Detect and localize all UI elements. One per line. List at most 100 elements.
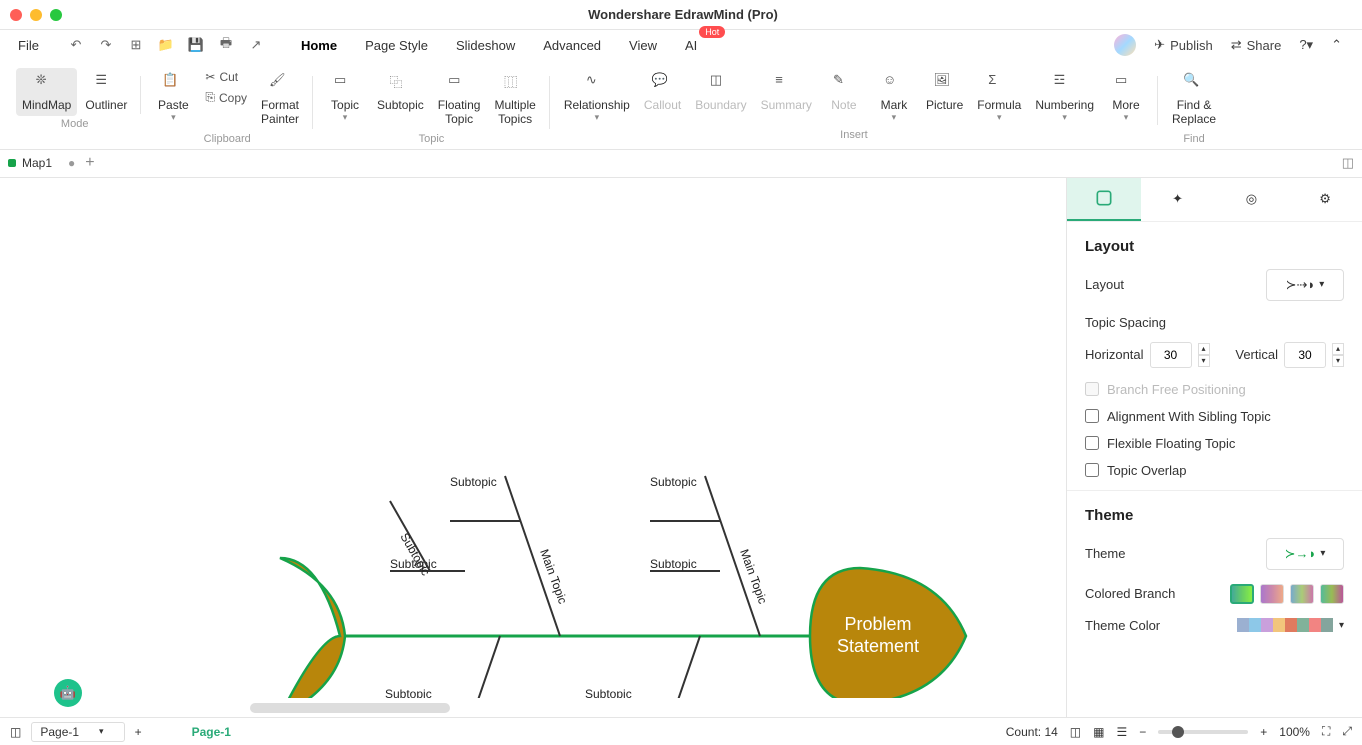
mode-group-label: Mode [61,116,89,134]
theme-heading: Theme [1085,507,1344,524]
side-tab-map[interactable]: ◎ [1215,178,1289,221]
document-tab[interactable]: Map1 ● [8,156,75,170]
outliner-mode-button[interactable]: ☰Outliner [79,68,133,116]
tab-slideshow[interactable]: Slideshow [452,34,519,57]
multiple-topics-button[interactable]: ⿲Multiple Topics [488,68,541,131]
zoom-slider[interactable] [1158,730,1248,734]
pages-icon[interactable]: ◫ [10,725,21,739]
view2-icon[interactable]: ▦ [1093,725,1104,739]
max-dot[interactable] [50,9,62,21]
page-select[interactable]: Page-1 ▾ [31,722,124,742]
tab-ai[interactable]: AIHot [681,34,701,57]
topic-spacing-label: Topic Spacing [1085,315,1344,330]
open-icon[interactable]: 📁 [157,36,175,54]
svg-text:Problem: Problem [844,614,911,634]
paste-button[interactable]: 📋Paste▾ [149,68,197,127]
count-label: Count: 14 [1006,725,1058,739]
doc-icon [8,159,16,167]
add-tab-button[interactable]: + [85,154,94,172]
mark-button[interactable]: ☺Mark▾ [870,68,918,127]
cut-button[interactable]: ✂ Cut [199,68,253,86]
relationship-button[interactable]: ∿Relationship▾ [558,68,636,127]
h-dn[interactable]: ▾ [1198,355,1210,367]
colored-branch-label: Colored Branch [1085,586,1175,601]
share-button[interactable]: ⇄Share [1231,37,1282,53]
numbering-button[interactable]: ☲Numbering▾ [1029,68,1100,127]
svg-text:Subtopic: Subtopic [450,475,497,489]
find-replace-button[interactable]: 🔍Find & Replace [1166,68,1222,131]
boundary-button[interactable]: ◫Boundary [689,68,752,116]
tab-page-style[interactable]: Page Style [361,34,432,57]
tab-view[interactable]: View [625,34,661,57]
svg-text:Statement: Statement [837,636,919,656]
svg-text:Main Topic: Main Topic [737,547,770,605]
undo-icon[interactable]: ↶ [67,36,85,54]
picture-button[interactable]: 🖼Picture [920,68,969,116]
layout-heading: Layout [1085,238,1344,255]
find-group-label: Find [1183,131,1204,149]
mindmap-mode-button[interactable]: ❊MindMap [16,68,77,116]
min-dot[interactable] [30,9,42,21]
horizontal-spacing-input[interactable] [1150,342,1192,368]
side-tab-settings[interactable]: ⚙ [1288,178,1362,221]
theme-color-palette[interactable] [1237,618,1333,632]
print-icon[interactable]: 🖶 [217,36,235,54]
layout-label: Layout [1085,277,1124,292]
topic-group-label: Topic [419,131,445,149]
theme-color-label: Theme Color [1085,618,1160,633]
fullscreen-icon[interactable]: ⤢ [1342,724,1352,739]
window-traffic-lights[interactable] [10,9,62,21]
close-dot[interactable] [10,9,22,21]
collapse-ribbon[interactable]: ⌃ [1331,37,1342,53]
file-menu[interactable]: File [10,38,47,53]
tab-advanced[interactable]: Advanced [539,34,605,57]
topic-overlap-check[interactable]: Topic Overlap [1085,463,1344,478]
export-icon[interactable]: ↗ [247,36,265,54]
hot-badge: Hot [699,26,725,38]
callout-button[interactable]: 💬Callout [638,68,687,116]
view3-icon[interactable]: ☰ [1116,725,1127,739]
formula-button[interactable]: ΣFormula▾ [971,68,1027,127]
redo-icon[interactable]: ↷ [97,36,115,54]
canvas-area[interactable]: Problem Statement Main Topic Subtopic Subt… [0,178,1066,717]
v-up[interactable]: ▴ [1332,343,1344,355]
publish-button[interactable]: ✈Publish [1154,37,1213,53]
svg-text:Subtopic: Subtopic [585,687,632,698]
layout-select[interactable]: ≻⇢◗▾ [1266,269,1344,301]
flexible-floating-check[interactable]: Flexible Floating Topic [1085,436,1344,451]
format-painter-button[interactable]: 🖌Format Painter [255,68,305,131]
subtopic-button[interactable]: ⿻Subtopic [371,68,430,116]
side-tab-style[interactable]: ✦ [1141,178,1215,221]
view1-icon[interactable]: ◫ [1070,725,1081,739]
h-up[interactable]: ▴ [1198,343,1210,355]
more-button[interactable]: ▭More▾ [1102,68,1150,127]
vertical-spacing-input[interactable] [1284,342,1326,368]
zoom-in-button[interactable]: + [1260,725,1267,739]
fit-icon[interactable]: ⛶ [1322,724,1330,739]
colored-branch-swatches[interactable] [1230,584,1344,604]
help-button[interactable]: ?▾ [1299,37,1313,53]
v-dn[interactable]: ▾ [1332,355,1344,367]
page-tab[interactable]: Page-1 [192,725,231,739]
new-icon[interactable]: ⊞ [127,36,145,54]
tab-home[interactable]: Home [297,34,341,57]
assistant-fab[interactable]: 🤖 [54,679,82,707]
summary-button[interactable]: ≡Summary [755,68,818,116]
copy-button[interactable]: ⎘ Copy [199,88,253,107]
theme-select[interactable]: ≻→◗▾ [1266,538,1344,570]
avatar[interactable] [1114,34,1136,56]
add-page-button[interactable]: + [135,725,142,739]
side-tab-layout[interactable] [1067,178,1141,221]
horizontal-scrollbar[interactable] [250,703,450,713]
save-icon[interactable]: 💾 [187,36,205,54]
zoom-out-button[interactable]: − [1139,725,1146,739]
note-button[interactable]: ✎Note [820,68,868,116]
svg-text:Subtopic: Subtopic [385,687,432,698]
floating-topic-button[interactable]: ▭Floating Topic [432,68,487,131]
panel-toggle-icon[interactable]: ◫ [1342,155,1354,171]
window-title: Wondershare EdrawMind (Pro) [62,7,1304,22]
topic-button[interactable]: ▭Topic▾ [321,68,369,127]
theme-label: Theme [1085,546,1125,561]
clipboard-group-label: Clipboard [204,131,251,149]
alignment-check[interactable]: Alignment With Sibling Topic [1085,409,1344,424]
